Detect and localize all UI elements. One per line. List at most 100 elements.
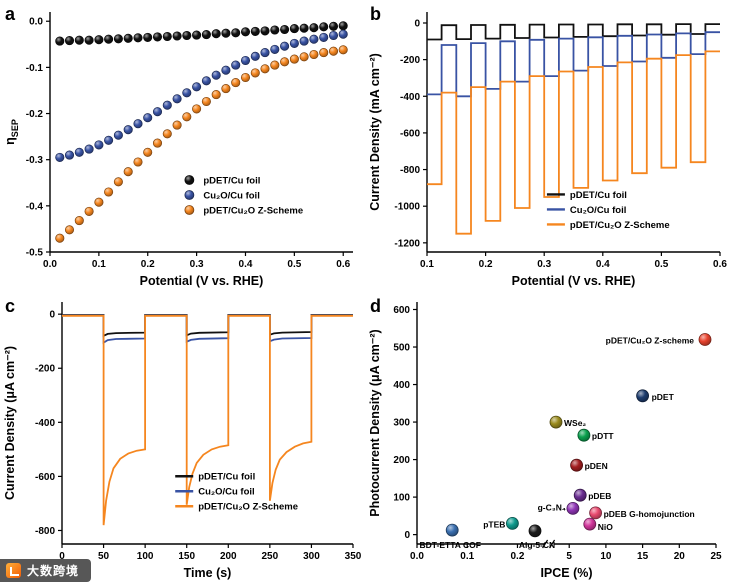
y-tick-label: 400 xyxy=(393,380,410,391)
panel-c-legend: pDET/Cu foil Cu₂O/Cu foil pDET/Cu₂O Z-Sche… xyxy=(175,472,298,513)
x-tick-label: 15 xyxy=(637,551,649,562)
data-point xyxy=(221,28,231,38)
data-point xyxy=(289,24,299,34)
data-point xyxy=(250,26,260,36)
data-point xyxy=(289,38,299,48)
x-tick-label: 0.0 xyxy=(43,259,57,270)
data-point xyxy=(338,45,348,55)
panel-d-xlabel: IPCE (%) xyxy=(540,566,592,580)
data-point xyxy=(549,415,563,429)
data-point xyxy=(94,140,104,150)
legend-entry: pDET/Cu foil xyxy=(198,472,255,483)
panel-c-series xyxy=(62,314,353,526)
labeled-point: pDET/Cu₂O Z-scheme xyxy=(606,333,712,346)
legend-marker xyxy=(184,190,195,200)
panel-b-series xyxy=(427,23,720,41)
data-point xyxy=(240,27,251,37)
panel-b-xlabel: Potential (V vs. RHE) xyxy=(512,274,636,288)
data-point xyxy=(270,25,280,35)
labeled-point: BDT-ETTA COF xyxy=(420,523,481,550)
point-label: pDTT xyxy=(592,431,615,441)
data-point xyxy=(221,65,231,75)
panel-b-axes: 0.1 0.2 0.3 0.4 0.5 0.6 0 -200 -400 -600 -800 -1000… xyxy=(394,12,727,270)
data-point xyxy=(133,33,143,43)
x-tick-label: 0.1 xyxy=(460,551,474,562)
data-point xyxy=(113,34,123,44)
data-point xyxy=(113,130,123,140)
labeled-point: WSe₂ xyxy=(549,415,586,429)
data-point xyxy=(577,428,591,442)
data-point xyxy=(74,216,84,226)
x-tick-label: 0.2 xyxy=(511,551,525,562)
data-point xyxy=(231,60,241,70)
labeled-point: pDET xyxy=(636,389,675,403)
y-tick-label: 100 xyxy=(393,493,410,504)
x-tick-label: 150 xyxy=(178,551,195,562)
data-point xyxy=(162,31,172,42)
x-tick-label: 300 xyxy=(303,551,320,562)
labeled-point: pDEB xyxy=(573,488,611,502)
panel-b-series xyxy=(427,50,720,235)
data-point xyxy=(55,233,65,243)
panel-d: 0.0 0.1 0.2 5 10 15 20 25 0 100 200 300 400 500 600 IPC… xyxy=(365,292,730,585)
legend-entry: pDET/Cu₂O Z-Scheme xyxy=(570,220,670,231)
panel-d-ylabel: Photocurrent Density (μA cm⁻²) xyxy=(368,329,382,516)
data-point xyxy=(152,32,163,42)
data-point xyxy=(74,35,84,45)
panel-a-series xyxy=(55,21,348,46)
data-point xyxy=(260,64,270,74)
x-tick-label: 0.1 xyxy=(92,259,106,270)
data-point xyxy=(260,26,270,36)
point-label: WSe₂ xyxy=(564,418,586,428)
point-label: g-C₃N₄ xyxy=(538,502,566,512)
data-point xyxy=(182,30,192,41)
data-point xyxy=(280,41,290,51)
x-tick-label: 20 xyxy=(674,551,686,562)
data-point xyxy=(309,23,319,33)
y-tick-label: -200 xyxy=(400,55,420,66)
panel-c-chart: 0 50 100 150 200 250 300 350 0 -200 -400 -600 -800 Ti… xyxy=(3,296,362,580)
panel-a: 0.0 0.1 0.2 0.3 0.4 0.5 0.6 0.0 -0.1 -0.2 -0.3 -0.4… xyxy=(0,0,365,292)
data-point xyxy=(338,21,348,31)
data-point xyxy=(240,72,251,83)
data-point xyxy=(338,29,348,39)
panel-c-xlabel: Time (s) xyxy=(184,566,232,580)
data-point xyxy=(280,24,290,35)
data-point xyxy=(289,54,299,64)
data-point xyxy=(133,157,143,167)
data-point xyxy=(104,135,114,145)
watermark-text: 大数跨境 xyxy=(27,564,80,578)
data-point xyxy=(573,488,587,502)
labeled-point: g-C₃N₄ xyxy=(538,501,580,515)
data-point xyxy=(123,125,133,135)
data-point xyxy=(328,30,339,41)
data-point xyxy=(104,34,114,44)
panel-a-legend: pDET/Cu foil Cu₂O/Cu foil pDET/Cu₂O Z-Sche… xyxy=(184,175,303,217)
data-point xyxy=(250,68,260,78)
x-tick-label: 0.5 xyxy=(287,259,301,270)
y-tick-label: -0.5 xyxy=(26,248,44,259)
x-tick-label: 0.4 xyxy=(239,259,253,270)
data-point xyxy=(201,30,211,40)
data-point xyxy=(211,29,221,39)
data-point xyxy=(328,21,339,31)
x-tick-label: 0.3 xyxy=(190,259,204,270)
y-tick-label: -0.3 xyxy=(26,155,44,166)
panel-c-series xyxy=(62,314,353,345)
point-label: pTEB xyxy=(483,519,505,529)
data-point xyxy=(172,31,182,41)
data-point xyxy=(299,36,309,46)
watermark: 大数跨境 xyxy=(0,559,92,582)
data-point xyxy=(84,206,94,216)
legend-entry: pDET/Cu foil xyxy=(203,176,260,187)
y-tick-label: -800 xyxy=(35,526,55,537)
panel-c-axes: 0 50 100 150 200 250 300 350 0 -200 -400 -600 -800 xyxy=(35,302,362,562)
data-point xyxy=(231,28,241,38)
point-label: pDET/Cu₂O Z-scheme xyxy=(606,336,695,346)
x-tick-label: 5 xyxy=(566,551,572,562)
data-point xyxy=(260,48,270,58)
data-point xyxy=(570,458,584,472)
y-tick-label: 200 xyxy=(393,455,410,466)
panel-b-legend: pDET/Cu foil Cu₂O/Cu foil pDET/Cu₂O Z-Sche… xyxy=(546,190,670,231)
